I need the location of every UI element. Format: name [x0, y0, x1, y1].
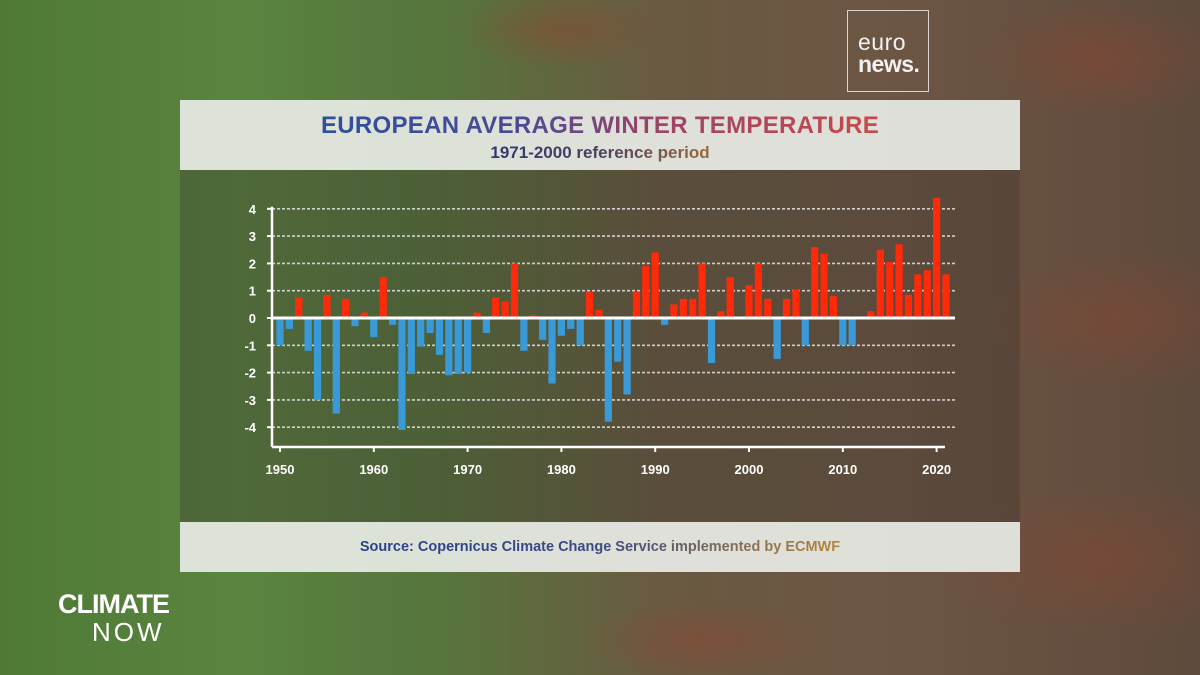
bar-1976	[520, 318, 528, 351]
bar-2001	[754, 263, 762, 318]
bar-1964	[407, 318, 415, 374]
bar-2008	[820, 253, 828, 318]
y-tick-label: -3	[244, 393, 256, 408]
bar-1970	[464, 318, 472, 373]
bar-2004	[782, 298, 791, 318]
bar-1966	[426, 318, 434, 334]
bar-2000	[745, 285, 753, 318]
y-tick-label: -1	[244, 338, 256, 353]
bar-1950	[276, 318, 284, 346]
chart-header: EUROPEAN AVERAGE WINTER TEMPERATURE 1971…	[180, 100, 1020, 170]
chart-footer: Source: Copernicus Climate Change Servic…	[180, 522, 1020, 572]
bar-1973	[492, 297, 500, 318]
bar-1993	[679, 298, 687, 318]
bar-1996	[707, 318, 716, 364]
bar-1960	[370, 318, 378, 338]
bar-2006	[801, 318, 809, 346]
bar-1985	[604, 318, 612, 422]
bar-2010	[839, 318, 847, 346]
bar-1986	[614, 318, 622, 362]
bar-1998	[726, 277, 734, 318]
bar-1982	[576, 318, 584, 346]
x-tick-label: 2000	[735, 462, 764, 477]
bar-1974	[501, 301, 509, 318]
bar-1955	[323, 294, 331, 318]
bar-1957	[342, 298, 350, 318]
bar-2013	[867, 311, 875, 318]
bar-2014	[876, 249, 884, 318]
bar-1994	[689, 298, 697, 318]
bar-1958	[351, 318, 359, 327]
bar-1987	[623, 318, 631, 395]
x-tick-label: 1990	[641, 462, 670, 477]
bar-1956	[332, 318, 340, 414]
climate-now-logo: CLIMATE NOW	[58, 589, 170, 647]
bar-1981	[567, 318, 575, 329]
bar-1965	[417, 318, 425, 347]
bar-1989	[642, 266, 650, 318]
bar-2005	[792, 289, 800, 318]
bar-1991	[660, 318, 669, 325]
bar-1971	[473, 312, 481, 318]
bar-1978	[539, 318, 547, 340]
y-tick-label: 1	[249, 284, 256, 299]
bar-chart: -4 -3 -2 -1 0 1 2 3 4 1950 1960 1970 1980 1990 2000 201…	[244, 197, 955, 477]
bar-2011	[848, 318, 856, 346]
bar-1969	[454, 318, 462, 374]
bar-1997	[717, 311, 725, 318]
bar-2017	[904, 294, 913, 318]
bar-1990	[651, 252, 659, 318]
logo-text-climate: CLIMATE	[58, 589, 170, 619]
y-tick-label: 3	[249, 229, 256, 244]
bar-1992	[670, 304, 678, 318]
bar-2016	[895, 244, 903, 318]
bar-1954	[313, 318, 322, 400]
x-tick-label: 2010	[828, 462, 857, 477]
bar-2021	[942, 274, 950, 318]
bar-2002	[764, 298, 772, 318]
x-tick-label: 2020	[922, 462, 951, 477]
y-tick-label: 4	[249, 202, 257, 217]
bar-1961	[379, 277, 387, 318]
y-tick-label: -2	[244, 366, 256, 381]
bar-2019	[923, 270, 931, 318]
chart-panel: -4 -3 -2 -1 0 1 2 3 4 1950 1960 1970 1980 1990 2000 201…	[180, 170, 1020, 522]
bar-1959	[360, 312, 369, 318]
bar-2003	[773, 318, 781, 359]
bar-2009	[829, 296, 838, 318]
bar-1972	[482, 318, 490, 334]
logo-text-now: NOW	[92, 617, 165, 647]
bar-2018	[914, 274, 922, 318]
bar-2020	[933, 197, 941, 318]
x-tick-label: 1980	[547, 462, 576, 477]
bar-1983	[585, 292, 594, 318]
x-tick-label: 1950	[266, 462, 295, 477]
bar-1984	[595, 309, 603, 318]
y-tick-label: -4	[244, 420, 256, 435]
bar-1962	[388, 318, 397, 325]
bar-1988	[632, 292, 641, 318]
euronews-logo: euro news.	[847, 10, 929, 92]
bar-1967	[435, 318, 444, 355]
bar-1953	[304, 318, 312, 351]
chart-subtitle: 1971-2000 reference period	[490, 143, 710, 162]
source-credit: Source: Copernicus Climate Change Servic…	[359, 539, 841, 555]
x-tick-label: 1960	[359, 462, 388, 477]
bar-1995	[698, 263, 706, 318]
bar-2007	[811, 247, 819, 318]
bar-1952	[295, 297, 303, 318]
bar-1951	[285, 318, 293, 329]
y-tick-label: 0	[249, 311, 256, 326]
bar-1979	[548, 318, 556, 384]
x-tick-label: 1970	[453, 462, 482, 477]
bar-2015	[886, 262, 894, 318]
bar-1975	[510, 263, 519, 318]
chart-title: EUROPEAN AVERAGE WINTER TEMPERATURE	[320, 112, 880, 139]
logo-text-news: news.	[858, 51, 920, 77]
bar-1963	[398, 318, 406, 430]
bar-1968	[445, 318, 453, 376]
bar-1980	[557, 318, 566, 336]
logo-text-euro: euro	[858, 29, 907, 55]
y-tick-label: 2	[249, 256, 256, 271]
